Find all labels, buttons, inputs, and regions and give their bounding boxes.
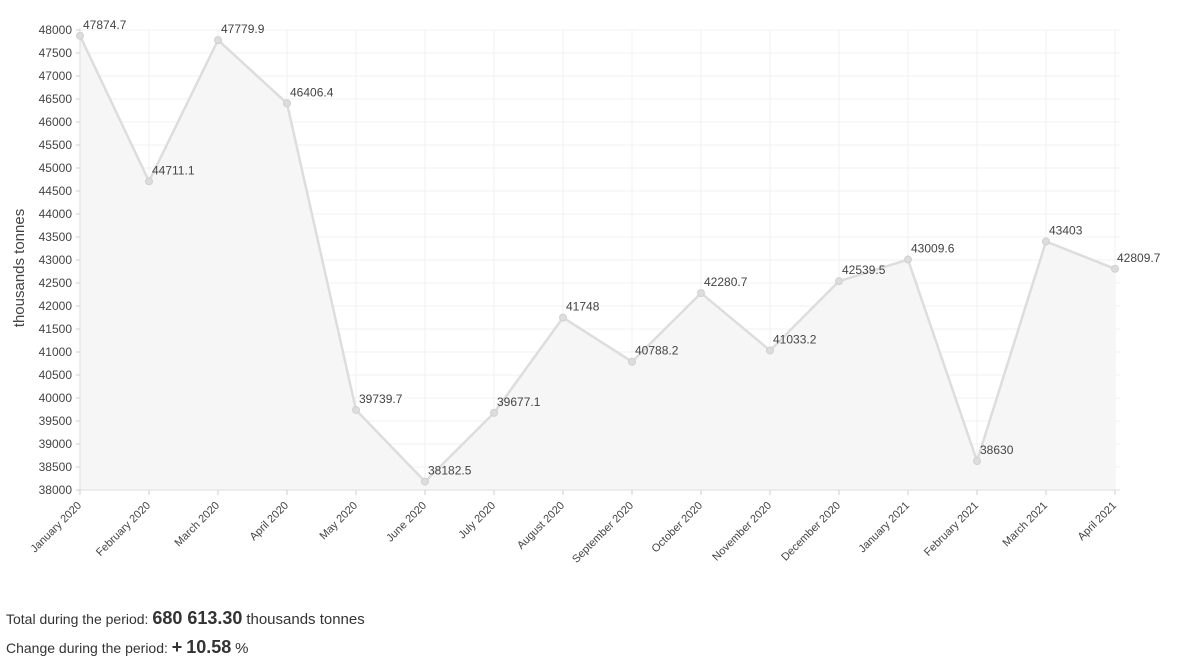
total-unit: thousands tonnes xyxy=(246,611,365,628)
data-point xyxy=(421,477,429,486)
y-tick-label: 48000 xyxy=(39,23,73,37)
y-tick-label: 44000 xyxy=(39,207,73,221)
data-label: 44711.1 xyxy=(152,163,195,177)
data-point xyxy=(490,408,498,417)
y-tick-label: 43000 xyxy=(39,253,73,267)
data-label: 41748 xyxy=(566,300,600,314)
y-tick-label: 46500 xyxy=(39,92,73,106)
x-tick-label: March 2020 xyxy=(173,500,223,550)
y-tick-label: 40000 xyxy=(39,391,73,405)
change-sign: + xyxy=(171,637,183,657)
y-tick-label: 41000 xyxy=(39,345,73,359)
data-point xyxy=(628,357,636,366)
y-tick-label: 39500 xyxy=(39,414,73,428)
data-label: 39677.1 xyxy=(497,395,541,409)
x-tick-label: April 2021 xyxy=(1076,500,1120,544)
data-point xyxy=(766,346,774,355)
data-label: 43009.6 xyxy=(911,242,955,256)
data-point xyxy=(973,457,981,466)
x-tick-label: May 2020 xyxy=(317,500,360,543)
data-point xyxy=(76,31,84,40)
data-point xyxy=(214,36,222,45)
data-label: 43403 xyxy=(1049,223,1083,237)
chart-data-labels: 47874.7 44711.1 47779.9 46406.4 39739.7 38182… xyxy=(83,18,1161,478)
y-tick-label: 40500 xyxy=(39,368,73,382)
y-tick-label: 46000 xyxy=(39,115,73,129)
y-tick-label: 38500 xyxy=(39,460,73,474)
x-tick-label: September 2020 xyxy=(570,500,636,566)
chart-area xyxy=(78,35,1116,491)
data-label: 42539.5 xyxy=(842,263,886,277)
data-point xyxy=(1042,237,1050,246)
x-tick-label: February 2021 xyxy=(922,500,981,559)
y-tick-label: 44500 xyxy=(39,184,73,198)
data-label: 47874.7 xyxy=(83,18,127,32)
total-value: 680 613.30 xyxy=(152,608,243,628)
data-point xyxy=(145,177,153,186)
y-tick-label: 41500 xyxy=(39,322,73,336)
data-label: 41033.2 xyxy=(773,332,817,346)
data-label: 38182.5 xyxy=(428,464,472,478)
x-tick-label: February 2020 xyxy=(94,500,153,559)
data-label: 42280.7 xyxy=(704,275,748,289)
series-line xyxy=(78,35,1116,483)
x-tick-label: April 2020 xyxy=(248,500,292,544)
data-point xyxy=(283,99,291,108)
x-tick-label: January 2020 xyxy=(28,500,84,556)
x-tick-label: June 2020 xyxy=(384,500,429,545)
data-point xyxy=(904,255,912,264)
y-tick-label: 38000 xyxy=(39,483,73,497)
x-tick-label: July 2020 xyxy=(456,500,498,542)
x-tick-label: October 2020 xyxy=(650,500,706,556)
total-label: Total during the period: xyxy=(6,611,149,627)
y-tick-label: 39000 xyxy=(39,437,73,451)
x-tick-label: December 2020 xyxy=(779,500,843,564)
data-label: 38630 xyxy=(980,443,1014,457)
data-point xyxy=(1111,264,1119,273)
summary-total: Total during the period: 680 613.30 thou… xyxy=(6,608,365,629)
data-point xyxy=(352,405,360,414)
chart-points xyxy=(76,31,1119,486)
y-axis-label: thousands tonnes xyxy=(11,209,28,327)
data-label: 42809.7 xyxy=(1117,251,1161,265)
data-point xyxy=(835,277,843,286)
y-tick-label: 47500 xyxy=(39,46,73,60)
data-label: 39739.7 xyxy=(359,392,403,406)
data-label: 46406.4 xyxy=(290,85,334,99)
x-tick-label: January 2021 xyxy=(856,500,912,556)
y-tick-label: 43500 xyxy=(39,230,73,244)
data-label: 47779.9 xyxy=(221,22,265,36)
y-tick-label: 45000 xyxy=(39,161,73,175)
y-tick-label: 47000 xyxy=(39,69,73,83)
change-unit: % xyxy=(235,640,249,657)
x-tick-label: March 2021 xyxy=(1001,500,1051,550)
y-tick-label: 42500 xyxy=(39,276,73,290)
data-point xyxy=(559,313,567,322)
x-tick-label: November 2020 xyxy=(710,500,774,564)
y-tick-label: 45500 xyxy=(39,138,73,152)
data-label: 40788.2 xyxy=(635,344,679,358)
series-area-fill xyxy=(80,35,1115,491)
change-value: 10.58 xyxy=(186,637,232,657)
y-tick-label: 42000 xyxy=(39,299,73,313)
data-point xyxy=(697,289,705,298)
line-chart: 38000 38500 39000 39500 40000 40500 41000 41500… xyxy=(11,18,1161,566)
change-label: Change during the period: xyxy=(6,640,168,656)
x-tick-label: August 2020 xyxy=(515,500,567,552)
summary-change: Change during the period: + 10.58 % xyxy=(6,637,248,658)
